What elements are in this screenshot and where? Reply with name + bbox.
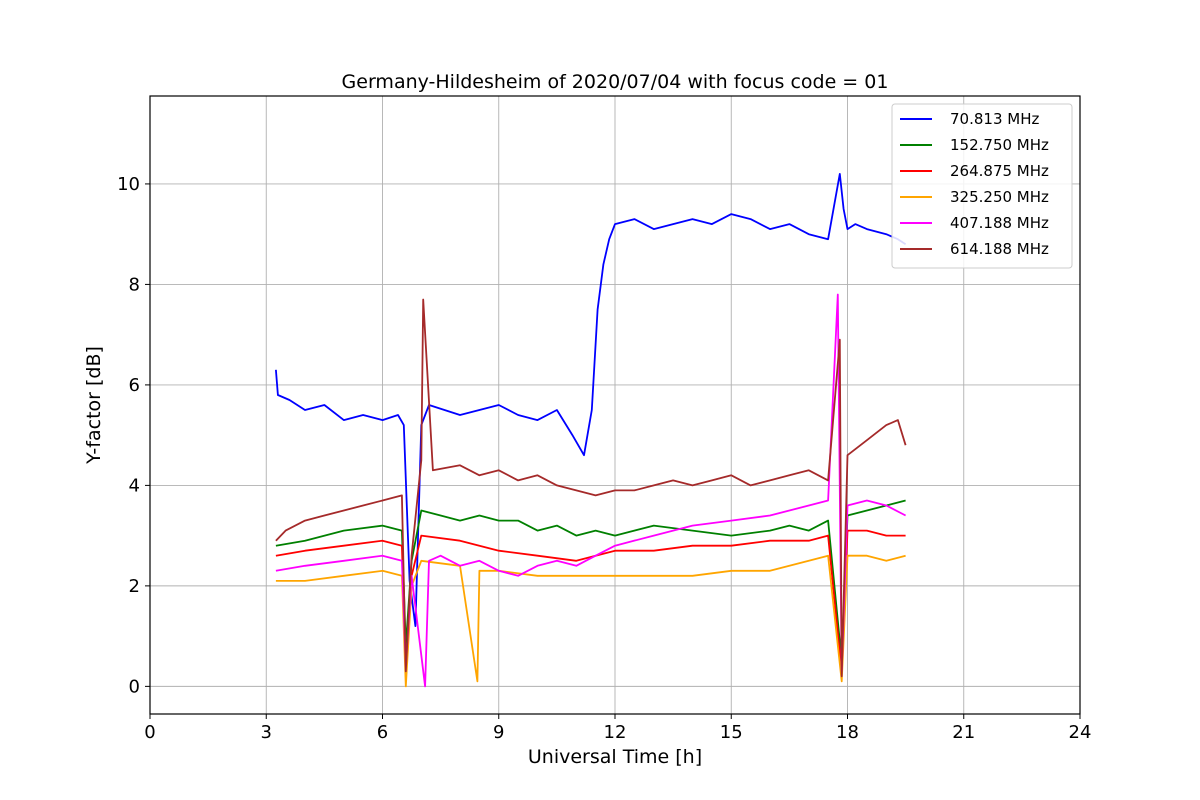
series-line-3 (275, 554, 906, 688)
series-line-5 (275, 298, 907, 678)
x-tick-label: 21 (952, 722, 975, 743)
x-tick-label: 18 (836, 722, 859, 743)
x-tick-label: 12 (604, 722, 627, 743)
y-tick-label: 2 (129, 576, 140, 597)
series-line-4 (275, 293, 907, 688)
y-tick-label: 10 (117, 174, 140, 195)
x-tick-label: 0 (144, 722, 155, 743)
y-tick-label: 0 (129, 676, 140, 697)
series-line-2 (275, 529, 906, 673)
legend-box (891, 103, 1073, 269)
y-tick-label: 6 (129, 375, 140, 396)
x-tick-label: 3 (261, 722, 272, 743)
legend: 70.813 MHz 152.750 MHz 264.875 MHz 325.250 … (891, 103, 1073, 269)
series-line-1 (275, 499, 906, 663)
series-line-0 (275, 172, 907, 627)
legend-label-4: 407.188 MHz (950, 214, 1049, 232)
legend-label-2: 264.875 MHz (950, 162, 1049, 180)
legend-label-0: 70.813 MHz (950, 110, 1039, 128)
x-tick-label: 24 (1069, 722, 1092, 743)
y-tick-label: 4 (129, 475, 140, 496)
x-axis-label: Universal Time [h] (528, 746, 702, 768)
x-tick-label: 9 (493, 722, 504, 743)
x-tick-label: 15 (720, 722, 743, 743)
legend-label-3: 325.250 MHz (950, 188, 1049, 206)
y-tick-label: 8 (129, 274, 140, 295)
legend-label-5: 614.188 MHz (950, 240, 1049, 258)
x-tick-label: 6 (377, 722, 388, 743)
grid (149, 96, 1081, 714)
legend-label-1: 152.750 MHz (950, 136, 1049, 154)
y-axis-label: Y-factor [dB] (83, 346, 105, 465)
chart-title: Germany-Hildesheim of 2020/07/04 with fo… (342, 71, 889, 93)
series-layer (275, 172, 907, 688)
